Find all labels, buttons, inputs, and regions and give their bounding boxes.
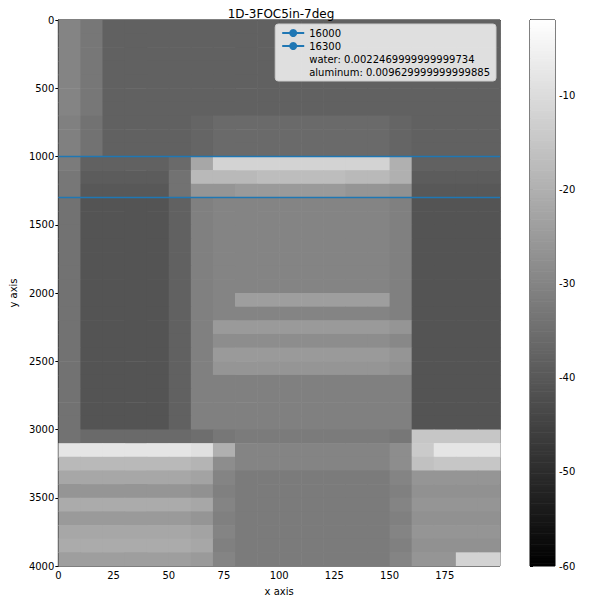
svg-text:3500: 3500 [29, 492, 54, 503]
svg-text:16300: 16300 [309, 41, 341, 52]
svg-text:-30: -30 [559, 278, 575, 289]
svg-text:75: 75 [218, 570, 231, 581]
svg-text:aluminum: 0.009629999999999885: aluminum: 0.009629999999999885 [309, 67, 490, 78]
svg-text:100: 100 [270, 570, 289, 581]
svg-text:4000: 4000 [29, 561, 54, 572]
svg-text:3000: 3000 [29, 424, 54, 435]
svg-text:x axis: x axis [265, 586, 294, 597]
svg-text:16000: 16000 [309, 28, 341, 39]
svg-text:150: 150 [380, 570, 399, 581]
svg-text:-60: -60 [559, 561, 575, 572]
svg-text:1500: 1500 [29, 219, 54, 230]
svg-text:y axis: y axis [8, 278, 19, 307]
svg-text:125: 125 [325, 570, 344, 581]
svg-text:water: 0.0022469999999999734: water: 0.0022469999999999734 [309, 54, 474, 65]
svg-text:50: 50 [162, 570, 175, 581]
svg-text:-10: -10 [559, 90, 575, 101]
svg-text:1D-3FOC5in-7deg: 1D-3FOC5in-7deg [228, 7, 335, 21]
svg-text:0: 0 [48, 15, 54, 26]
svg-text:1000: 1000 [29, 151, 54, 162]
svg-text:2500: 2500 [29, 356, 54, 367]
svg-text:175: 175 [435, 570, 454, 581]
svg-text:2000: 2000 [29, 288, 54, 299]
svg-text:500: 500 [35, 83, 54, 94]
svg-text:0: 0 [55, 570, 61, 581]
svg-text:-50: -50 [559, 466, 575, 477]
svg-text:25: 25 [107, 570, 120, 581]
svg-text:-20: -20 [559, 184, 575, 195]
svg-text:-40: -40 [559, 372, 575, 383]
